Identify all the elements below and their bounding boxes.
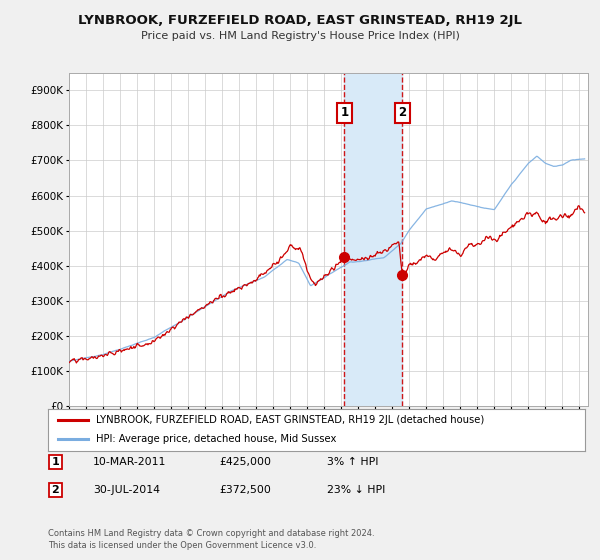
Text: LYNBROOK, FURZEFIELD ROAD, EAST GRINSTEAD, RH19 2JL (detached house): LYNBROOK, FURZEFIELD ROAD, EAST GRINSTEA… — [97, 415, 485, 425]
Text: £425,000: £425,000 — [219, 457, 271, 467]
Text: 1: 1 — [340, 106, 349, 119]
Text: Contains HM Land Registry data © Crown copyright and database right 2024.: Contains HM Land Registry data © Crown c… — [48, 530, 374, 539]
Text: 23% ↓ HPI: 23% ↓ HPI — [327, 485, 385, 495]
Text: HPI: Average price, detached house, Mid Sussex: HPI: Average price, detached house, Mid … — [97, 435, 337, 445]
Text: 2: 2 — [398, 106, 406, 119]
Text: 2: 2 — [52, 485, 59, 495]
Text: 30-JUL-2014: 30-JUL-2014 — [93, 485, 160, 495]
Text: 10-MAR-2011: 10-MAR-2011 — [93, 457, 166, 467]
Text: LYNBROOK, FURZEFIELD ROAD, EAST GRINSTEAD, RH19 2JL: LYNBROOK, FURZEFIELD ROAD, EAST GRINSTEA… — [78, 14, 522, 27]
Text: This data is licensed under the Open Government Licence v3.0.: This data is licensed under the Open Gov… — [48, 541, 316, 550]
Bar — [344, 73, 402, 406]
Text: 1: 1 — [52, 457, 59, 467]
Text: £372,500: £372,500 — [219, 485, 271, 495]
Text: 3% ↑ HPI: 3% ↑ HPI — [327, 457, 379, 467]
Text: Price paid vs. HM Land Registry's House Price Index (HPI): Price paid vs. HM Land Registry's House … — [140, 31, 460, 41]
